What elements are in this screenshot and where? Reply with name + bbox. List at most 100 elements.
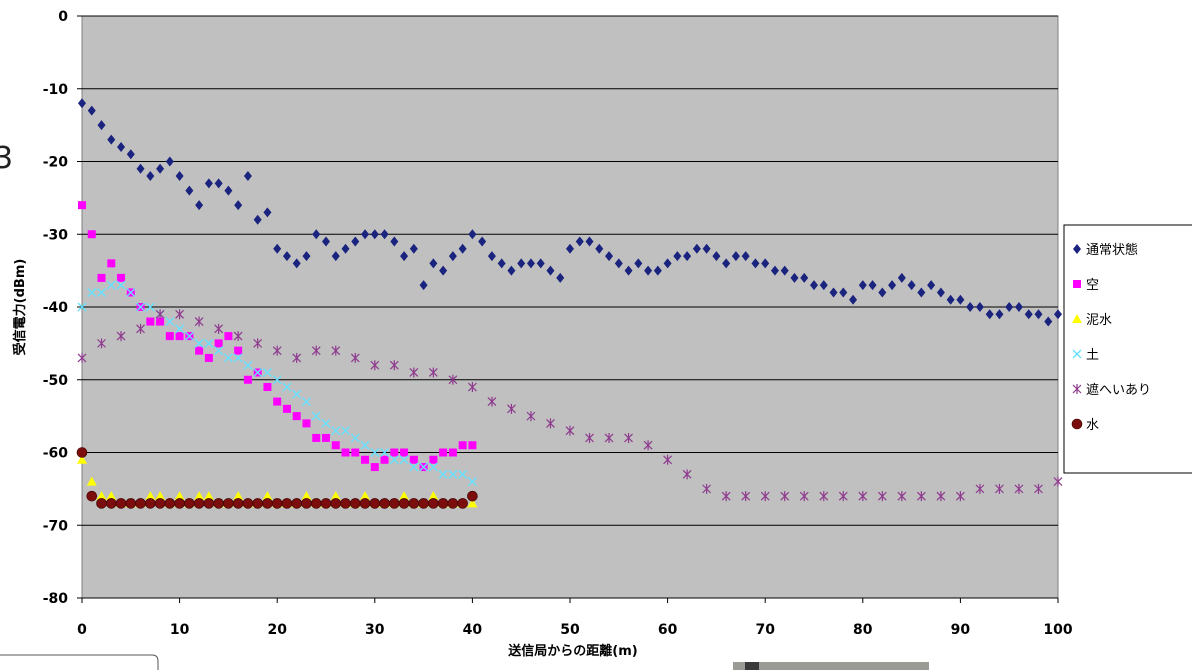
y-tick-label: -40 [43, 300, 69, 316]
data-point [302, 419, 311, 428]
data-point [243, 360, 253, 370]
data-point [331, 345, 341, 356]
x-tick-label: 10 [170, 622, 190, 638]
data-point [155, 491, 166, 501]
data-point [468, 441, 477, 450]
data-point [868, 280, 877, 291]
data-point [87, 287, 97, 297]
data-point [507, 403, 516, 414]
data-point [624, 265, 633, 276]
data-point [243, 375, 252, 384]
data-point [292, 258, 301, 269]
data-point [605, 251, 614, 262]
data-point [194, 338, 204, 348]
data-point [135, 498, 146, 509]
x-tick-label: 60 [658, 622, 678, 638]
data-point [380, 455, 389, 464]
data-point [389, 498, 400, 509]
data-point [877, 491, 887, 502]
data-point [97, 338, 106, 349]
data-point [126, 287, 136, 297]
data-point [174, 498, 185, 509]
data-point [995, 309, 1004, 320]
y-tick-label: 0 [58, 9, 68, 25]
data-point [683, 251, 692, 262]
data-point [780, 265, 789, 276]
data-point [721, 491, 731, 502]
data-point [1005, 302, 1014, 312]
data-point [87, 105, 96, 116]
data-point [195, 346, 204, 355]
data-point [408, 498, 420, 509]
data-point [975, 483, 985, 494]
data-point [320, 498, 332, 509]
data-point [936, 287, 945, 298]
data-point [272, 375, 282, 385]
data-point [1034, 483, 1043, 494]
x-tick-label: 30 [365, 622, 385, 638]
data-point [223, 498, 234, 509]
data-point [234, 346, 243, 355]
series-5 [76, 447, 478, 509]
data-point [487, 251, 496, 262]
data-point [1024, 309, 1033, 320]
legend-marker [1071, 418, 1083, 430]
data-point [770, 265, 779, 276]
data-point [136, 302, 146, 312]
legend-label: 遮へいあり [1086, 382, 1151, 398]
data-point [115, 498, 127, 509]
data-point [97, 273, 106, 282]
data-point [292, 352, 302, 363]
data-point [370, 448, 380, 457]
data-point [575, 236, 584, 247]
data-point [145, 302, 155, 312]
data-point [585, 236, 594, 247]
data-point [702, 243, 711, 254]
data-point [292, 389, 302, 399]
data-point [1014, 302, 1023, 312]
x-tick-label: 20 [267, 622, 287, 638]
data-point [467, 490, 478, 502]
data-point [878, 287, 887, 298]
data-point [86, 490, 98, 502]
data-point [165, 317, 175, 327]
data-point [760, 491, 770, 502]
data-point [800, 272, 809, 283]
x-tick-label: 70 [755, 622, 775, 638]
data-point [97, 120, 106, 131]
data-point [1034, 309, 1043, 320]
data-point [380, 229, 389, 240]
data-point [253, 367, 263, 377]
data-point [400, 251, 409, 262]
data-point [145, 491, 156, 501]
data-point [946, 294, 955, 305]
data-point [106, 280, 116, 290]
data-point [761, 258, 770, 269]
data-point [478, 236, 487, 247]
data-point [107, 259, 116, 268]
data-point [96, 491, 107, 501]
data-point [966, 302, 975, 312]
data-point [301, 498, 312, 509]
data-point [331, 251, 340, 262]
y-tick-label: -20 [43, 155, 69, 171]
data-point [349, 498, 361, 509]
data-point [145, 498, 156, 509]
data-point [370, 229, 379, 240]
data-point [96, 498, 107, 509]
data-point [292, 412, 301, 421]
data-point [390, 236, 399, 247]
data-point [447, 498, 459, 509]
data-point [448, 469, 458, 479]
data-point [897, 272, 906, 283]
data-point [888, 280, 897, 291]
data-point [185, 185, 194, 196]
data-point [321, 418, 331, 428]
data-point [624, 432, 633, 443]
data-point [116, 331, 126, 342]
rounded-box-fragment [0, 654, 159, 670]
data-point [400, 448, 409, 457]
data-point [507, 265, 516, 276]
legend-label: 泥水 [1086, 313, 1112, 328]
